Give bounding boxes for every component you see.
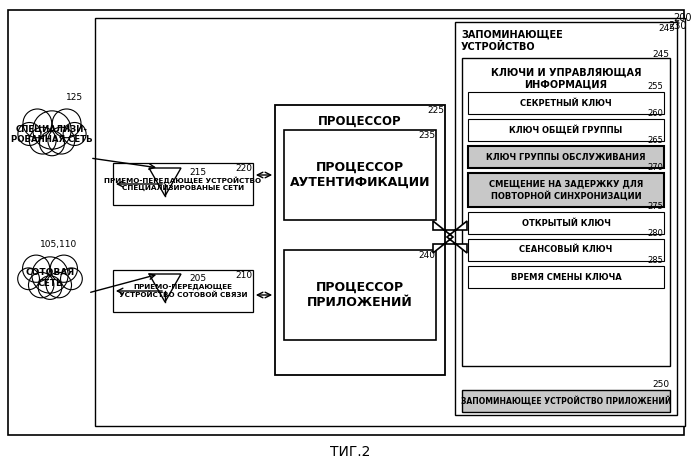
Text: 125: 125 — [66, 93, 83, 102]
Circle shape — [50, 255, 78, 282]
Text: 280: 280 — [647, 229, 663, 238]
Text: 260: 260 — [647, 109, 663, 118]
Text: ΤИГ.2: ΤИГ.2 — [330, 445, 370, 459]
Text: ПРОЦЕССОР
АУТЕНТИФИКАЦИИ: ПРОЦЕССОР АУТЕНТИФИКАЦИИ — [290, 161, 430, 189]
Text: 230: 230 — [668, 21, 687, 31]
Text: СЕАНСОВЫЙ КЛЮЧ: СЕАНСОВЫЙ КЛЮЧ — [519, 246, 612, 254]
Text: ПРИЕМО-ПЕРЕДАЮЩЕЕ
УСТРОЙСТВО СОТОВОЙ СВЯЗИ: ПРИЕМО-ПЕРЕДАЮЩЕЕ УСТРОЙСТВО СОТОВОЙ СВЯ… — [119, 284, 247, 298]
Bar — [462, 390, 670, 412]
Text: ПРОЦЕССОР
ПРИЛОЖЕНИЙ: ПРОЦЕССОР ПРИЛОЖЕНИЙ — [307, 281, 413, 309]
Circle shape — [23, 109, 52, 138]
Text: 235: 235 — [418, 131, 435, 140]
Circle shape — [38, 276, 62, 299]
Text: СОТОВАЯ
СЕТЬ: СОТОВАЯ СЕТЬ — [25, 268, 75, 288]
Text: КЛЮЧ ОБЩЕЙ ГРУППЫ: КЛЮЧ ОБЩЕЙ ГРУППЫ — [510, 125, 622, 135]
Text: 255: 255 — [648, 82, 663, 91]
Circle shape — [63, 123, 86, 145]
Circle shape — [60, 268, 83, 290]
Text: 220: 220 — [235, 164, 252, 173]
Text: 225: 225 — [427, 106, 444, 115]
Bar — [468, 173, 664, 207]
Text: КЛЮЧ ГРУППЫ ОБСЛУЖИВАНИЯ: КЛЮЧ ГРУППЫ ОБСЛУЖИВАНИЯ — [486, 152, 645, 162]
Text: СМЕЩЕНИЕ НА ЗАДЕРЖКУ ДЛЯ
ПОВТОРНОЙ СИНХРОНИЗАЦИИ: СМЕЩЕНИЕ НА ЗАДЕРЖКУ ДЛЯ ПОВТОРНОЙ СИНХР… — [489, 180, 643, 200]
Circle shape — [18, 268, 39, 290]
Text: СЕКРЕТНЫЙ КЛЮЧ: СЕКРЕТНЫЙ КЛЮЧ — [520, 98, 612, 108]
Polygon shape — [433, 221, 467, 253]
Bar — [113, 270, 253, 312]
Bar — [468, 266, 664, 288]
Text: 265: 265 — [647, 136, 663, 145]
Text: СПЕЦИАЛИЗИ-
РОВАННАЯ СЕТЬ: СПЕЦИАЛИЗИ- РОВАННАЯ СЕТЬ — [11, 124, 93, 144]
Text: 250: 250 — [652, 380, 669, 389]
Text: 270: 270 — [647, 163, 663, 172]
Text: 240: 240 — [418, 251, 435, 260]
Circle shape — [29, 127, 56, 154]
Text: КЛЮЧИ И УПРАВЛЯЮЩАЯ
ИНФОРМАЦИЯ: КЛЮЧИ И УПРАВЛЯЮЩАЯ ИНФОРМАЦИЯ — [491, 68, 641, 89]
Text: 200: 200 — [673, 13, 692, 23]
Circle shape — [46, 273, 71, 298]
Bar — [462, 58, 670, 366]
Text: 215: 215 — [189, 168, 206, 177]
Circle shape — [32, 257, 68, 293]
Bar — [468, 212, 664, 234]
Circle shape — [22, 255, 50, 282]
Bar — [468, 119, 664, 141]
Bar — [284, 130, 436, 220]
Circle shape — [40, 131, 64, 156]
Circle shape — [29, 273, 54, 298]
Bar — [95, 18, 685, 426]
Text: 210: 210 — [235, 271, 252, 280]
Text: ПРОЦЕССОР: ПРОЦЕССОР — [318, 115, 402, 128]
Text: 245: 245 — [652, 50, 669, 59]
Circle shape — [33, 111, 71, 149]
Text: ПРИЕМО-ПЕРЕДАЮЩЕЕ УСТРОЙСТВО
СПЕЦИАЛИЗИРОВАНЫЕ СЕТИ: ПРИЕМО-ПЕРЕДАЮЩЕЕ УСТРОЙСТВО СПЕЦИАЛИЗИР… — [104, 177, 262, 192]
Text: ЗАПОМИНАЮЩЕЕ УСТРОЙСТВО ПРИЛОЖЕНИЙ: ЗАПОМИНАЮЩЕЕ УСТРОЙСТВО ПРИЛОЖЕНИЙ — [461, 396, 671, 406]
Bar — [113, 163, 253, 205]
Bar — [455, 22, 677, 415]
Text: 285: 285 — [647, 256, 663, 265]
Circle shape — [48, 127, 75, 154]
Text: ОТКРЫТЫЙ КЛЮЧ: ОТКРЫТЫЙ КЛЮЧ — [522, 219, 610, 227]
Text: 275: 275 — [647, 202, 663, 211]
Bar — [468, 146, 664, 168]
Text: 245: 245 — [658, 24, 675, 33]
Text: 105,110: 105,110 — [40, 240, 77, 249]
Circle shape — [18, 123, 41, 145]
Bar — [468, 92, 664, 114]
Bar — [284, 250, 436, 340]
Circle shape — [52, 109, 81, 138]
Text: 205: 205 — [189, 274, 206, 283]
Text: ЗАПОМИНАЮЩЕЕ
УСТРОЙСТВО: ЗАПОМИНАЮЩЕЕ УСТРОЙСТВО — [461, 30, 563, 52]
Bar — [275, 105, 445, 375]
Text: ВРЕМЯ СМЕНЫ КЛЮЧА: ВРЕМЯ СМЕНЫ КЛЮЧА — [510, 273, 622, 281]
Bar — [468, 239, 664, 261]
